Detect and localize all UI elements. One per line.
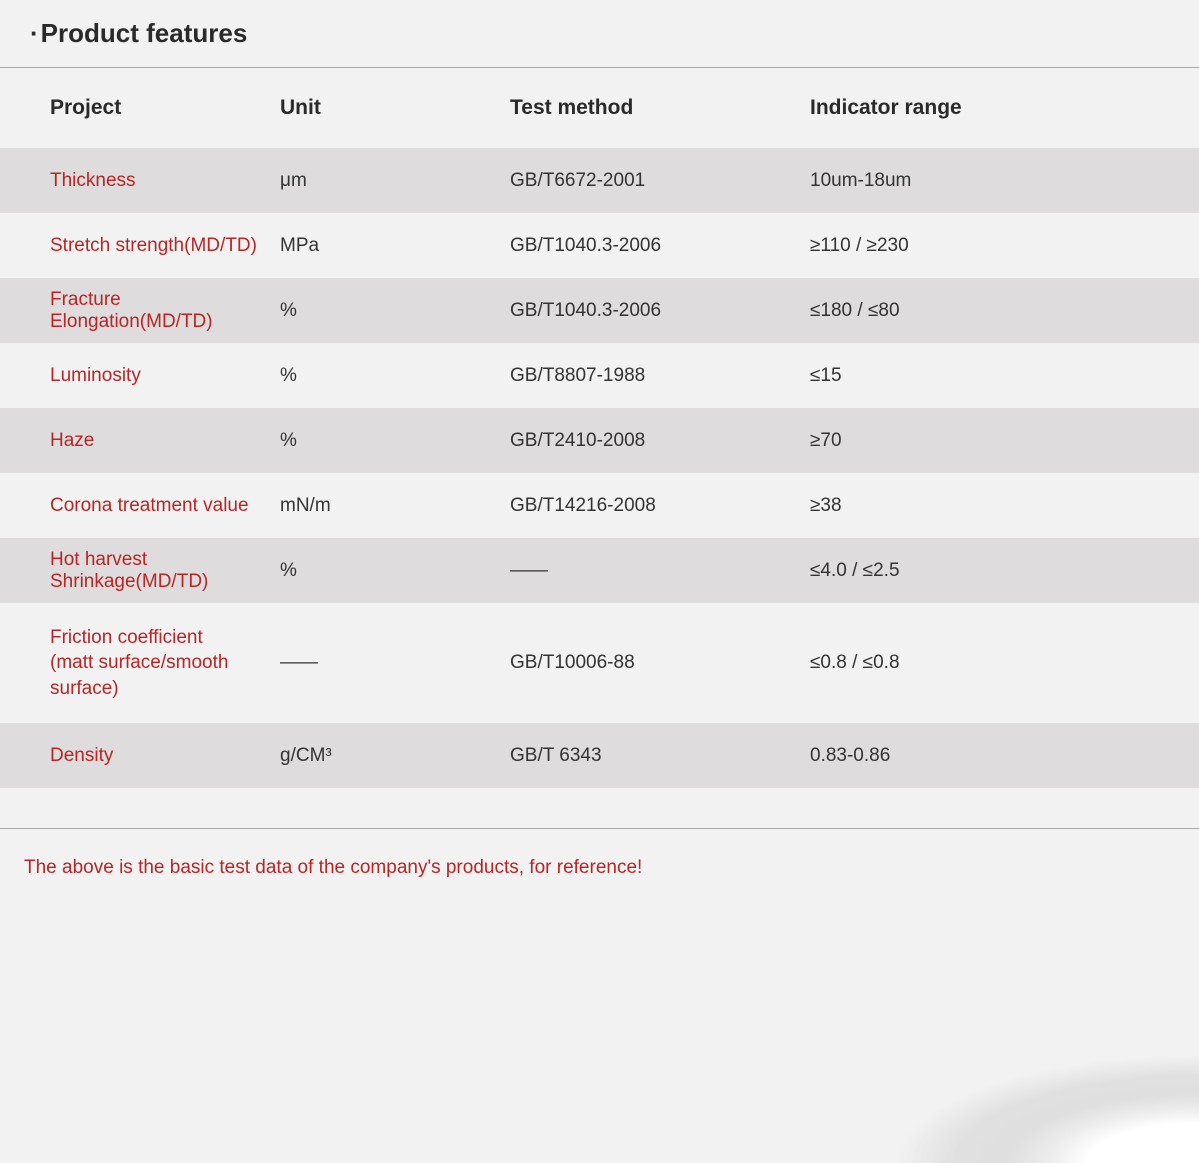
table-row: Densityg/CM³GB/T 63430.83-0.86 [0,723,1199,788]
table-row: ThicknessμmGB/T6672-200110um-18um [0,148,1199,213]
cell-test-method: —— [510,538,810,603]
cell-project: Density [0,723,280,788]
col-indicator-range: Indicator range [810,68,1199,148]
cell-project: Thickness [0,148,280,213]
col-unit: Unit [280,68,510,148]
spacer-row [0,788,1199,828]
cell-test-method: GB/T1040.3-2006 [510,278,810,343]
cell-indicator: ≤15 [810,343,1199,408]
cell-unit: % [280,538,510,603]
features-table: Project Unit Test method Indicator range… [0,68,1199,828]
table-row: Friction coefficient(matt surface/smooth… [0,603,1199,723]
cell-unit: % [280,408,510,473]
col-test-method: Test method [510,68,810,148]
cell-test-method: GB/T6672-2001 [510,148,810,213]
cell-indicator: ≤180 / ≤80 [810,278,1199,343]
cell-unit: mN/m [280,473,510,538]
cell-project: Haze [0,408,280,473]
table-row: Hot harvest Shrinkage(MD/TD)%——≤4.0 / ≤2… [0,538,1199,603]
cell-unit: % [280,343,510,408]
cell-project: Stretch strength(MD/TD) [0,213,280,278]
cell-test-method: GB/T14216-2008 [510,473,810,538]
cell-indicator: ≥110 / ≥230 [810,213,1199,278]
cell-test-method: GB/T2410-2008 [510,408,810,473]
col-project: Project [0,68,280,148]
cell-indicator: ≥70 [810,408,1199,473]
cell-indicator: ≤4.0 / ≤2.5 [810,538,1199,603]
cell-indicator: ≤0.8 / ≤0.8 [810,603,1199,723]
footnote: The above is the basic test data of the … [0,829,1199,879]
cell-unit: μm [280,148,510,213]
cell-indicator: 0.83-0.86 [810,723,1199,788]
features-table-wrap: Project Unit Test method Indicator range… [0,68,1199,828]
table-row: Corona treatment valuemN/mGB/T14216-2008… [0,473,1199,538]
cell-test-method: GB/T1040.3-2006 [510,213,810,278]
cell-project: Luminosity [0,343,280,408]
table-row: Haze%GB/T2410-2008≥70 [0,408,1199,473]
cell-unit: g/CM³ [280,723,510,788]
table-row: Stretch strength(MD/TD)MPaGB/T1040.3-200… [0,213,1199,278]
cell-project: Fracture Elongation(MD/TD) [0,278,280,343]
cell-unit: % [280,278,510,343]
table-row: Luminosity%GB/T8807-1988≤15 [0,343,1199,408]
cell-project: Corona treatment value [0,473,280,538]
cell-indicator: ≥38 [810,473,1199,538]
cell-project: Hot harvest Shrinkage(MD/TD) [0,538,280,603]
cell-indicator: 10um-18um [810,148,1199,213]
table-header-row: Project Unit Test method Indicator range [0,68,1199,148]
cell-project: Friction coefficient(matt surface/smooth… [0,603,280,723]
cell-test-method: GB/T 6343 [510,723,810,788]
cell-test-method: GB/T10006-88 [510,603,810,723]
page-curl-decoration [839,983,1199,1163]
cell-unit: MPa [280,213,510,278]
cell-unit: —— [280,603,510,723]
page-title: Product features [0,0,1199,67]
cell-test-method: GB/T8807-1988 [510,343,810,408]
table-row: Fracture Elongation(MD/TD)%GB/T1040.3-20… [0,278,1199,343]
